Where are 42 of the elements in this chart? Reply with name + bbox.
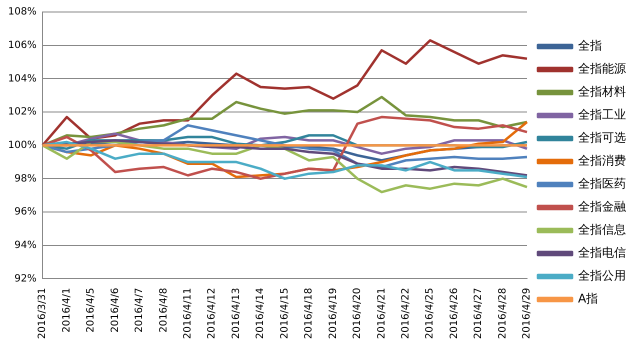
x-tick-label: 2016/4/8	[158, 288, 170, 333]
y-tick-label: 96%	[14, 206, 37, 218]
x-tick-label: 2016/4/28	[497, 288, 508, 340]
legend-label: 全指	[578, 38, 602, 53]
x-tick-label: 2016/4/6	[110, 288, 121, 333]
x-tick-label: 2016/4/1	[61, 288, 72, 333]
legend-label: 全指电信	[578, 246, 626, 260]
x-tick-label: 2016/4/14	[255, 288, 266, 340]
x-tick-label: 2016/4/5	[86, 288, 97, 333]
x-tick-label: 2016/4/13	[230, 288, 242, 340]
legend-label: 全指消费	[578, 154, 626, 168]
y-tick-label: 92%	[14, 273, 37, 284]
y-tick-label: 108%	[8, 6, 37, 18]
x-tick-label: 2016/4/12	[206, 288, 218, 340]
legend-label: A指	[578, 292, 598, 306]
x-tick-label: 2016/4/18	[304, 288, 315, 340]
x-tick-label: 2016/4/21	[376, 288, 388, 340]
x-tick-label: 2016/4/22	[400, 288, 412, 340]
x-tick-label: 2016/4/27	[473, 288, 484, 340]
x-tick-label: 2016/3/31	[37, 288, 48, 340]
legend-label: 全指信息	[578, 222, 626, 237]
x-tick-label: 2016/4/20	[352, 288, 364, 340]
y-tick-label: 94%	[14, 240, 37, 251]
y-tick-label: 98%	[14, 173, 37, 184]
legend-label: 全指医药	[578, 176, 626, 191]
y-tick-label: 104%	[8, 73, 37, 84]
x-tick-label: 2016/4/15	[279, 288, 290, 340]
legend-label: 全指金融	[578, 200, 626, 214]
legend-label: 全指材料	[578, 84, 626, 99]
x-tick-label: 2016/4/11	[182, 288, 194, 340]
x-tick-label: 2016/4/19	[328, 288, 339, 340]
x-tick-label: 2016/4/25	[424, 288, 436, 340]
legend-label: 全指工业	[578, 108, 626, 122]
y-tick-label: 102%	[8, 106, 37, 118]
y-tick-label: 106%	[8, 40, 37, 51]
x-tick-label: 2016/4/7	[134, 288, 146, 333]
legend-label: 全指公用	[578, 268, 626, 283]
legend-label: 全指可选	[578, 130, 626, 145]
x-tick-label: 2016/4/26	[448, 288, 460, 340]
x-tick-label: 2016/4/29	[522, 288, 533, 340]
y-tick-label: 100%	[8, 140, 37, 151]
legend-label: 全指能源	[578, 62, 626, 76]
